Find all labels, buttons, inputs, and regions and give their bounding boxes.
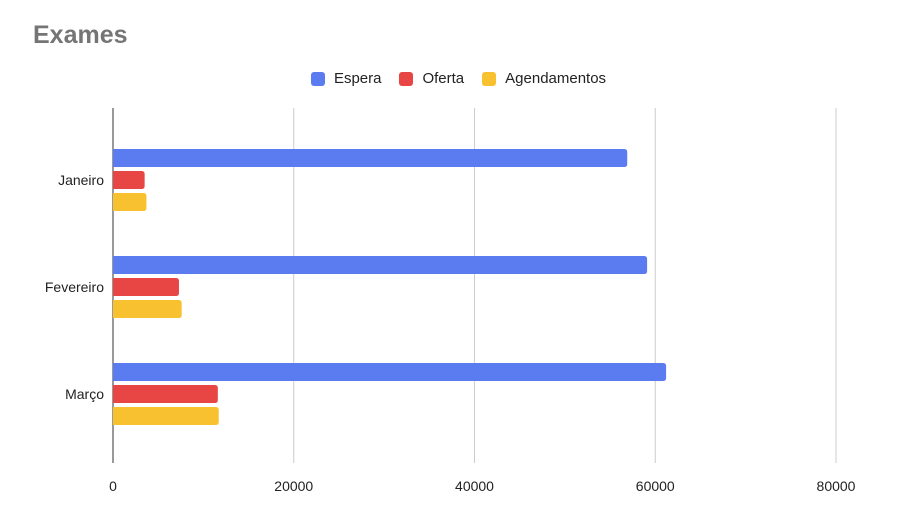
bar-agendamentos-2[interactable] [113,407,219,425]
x-tick-label: 0 [109,478,117,494]
chart-legend: Espera Oferta Agendamentos [0,70,917,87]
y-tick-label: Março [65,386,104,402]
legend-swatch-espera [310,71,325,86]
chart-title: Exames [33,21,128,49]
y-tick-label: Fevereiro [45,279,104,295]
bar-agendamentos-0[interactable] [113,193,147,211]
x-tick-label: 40000 [455,478,494,494]
bar-oferta-1[interactable] [113,278,179,296]
bar-agendamentos-1[interactable] [113,300,182,318]
legend-item-espera[interactable]: Espera [310,70,382,87]
bar-espera-2[interactable] [113,363,667,381]
legend-swatch-oferta [399,71,414,86]
bar-oferta-0[interactable] [113,171,145,189]
legend-item-agendamentos[interactable]: Agendamentos [482,70,606,87]
legend-label-espera: Espera [333,70,382,87]
legend-label-agendamentos: Agendamentos [505,70,607,87]
bar-oferta-2[interactable] [113,385,218,403]
x-tick-label: 80000 [817,478,856,494]
bar-espera-0[interactable] [113,149,628,167]
bar-espera-1[interactable] [113,256,648,274]
legend-swatch-agendamentos [482,71,497,86]
y-tick-label: Janeiro [58,172,104,188]
legend-item-oferta[interactable]: Oferta [399,70,464,87]
x-tick-label: 20000 [274,478,313,494]
legend-label-oferta: Oferta [422,70,465,87]
x-tick-label: 60000 [636,478,675,494]
